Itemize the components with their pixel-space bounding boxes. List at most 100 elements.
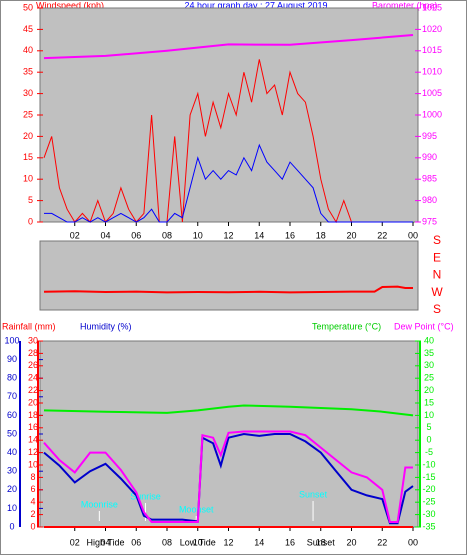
y-tick-label: 45 [23,24,33,34]
y2-tick-label: 20 [424,385,434,395]
x-tick-label: 14 [254,230,264,240]
y3-tick-label: 20 [28,397,38,407]
x-tick-label: 20 [346,537,356,547]
y-tick-label: 40 [7,447,17,457]
y2-tick-label: 10 [424,410,434,420]
x-tick-label: 16 [285,230,295,240]
y-tick-label: 30 [23,88,33,98]
y-tick-label: 10 [23,174,33,184]
y2-tick-label: 1025 [422,2,442,12]
y3-tick-label: 26 [28,360,38,370]
y2-tick-label: 995 [422,131,437,141]
legend-label: Dew Point (°C) [394,321,454,331]
x-tick-label: 08 [162,537,172,547]
x-tick-label: 12 [223,230,233,240]
x-tick-label: 06 [131,537,141,547]
annotation: Moonrise [81,499,118,509]
y2-tick-label: 975 [422,216,437,226]
y3-tick-label: 22 [28,385,38,395]
y2-tick-label: -15 [422,472,435,482]
y3-tick-label: 24 [28,373,38,383]
y3-tick-label: 14 [28,435,38,445]
y2-tick-label: 35 [424,348,434,358]
x-tick-label: 02 [70,230,80,240]
x-tick-label: 00 [408,230,418,240]
y2-tick-label: 990 [422,152,437,162]
x-tick-label: 04 [100,230,110,240]
y2-axis-label: Barometer (hpa) [372,0,438,10]
y3-tick-label: 0 [30,521,35,531]
x-tick-label: 22 [377,537,387,547]
y-tick-label: 30 [7,466,17,476]
y3-tick-label: 6 [30,484,35,494]
y-tick-label: 20 [23,131,33,141]
annotation: Sunset [299,489,328,499]
y-tick-label: 35 [23,67,33,77]
x-tick-label: 00 [408,537,418,547]
y-tick-label: E [433,250,441,264]
annotation: Moonset [179,504,214,514]
event-label: Low Tide [180,537,216,547]
x-tick-label: 02 [70,537,80,547]
x-tick-label: 16 [285,537,295,547]
legend-label: Rainfall (mm) [2,321,56,331]
y3-tick-label: 28 [28,348,38,358]
x-tick-label: 08 [162,230,172,240]
y-tick-label: 60 [7,410,17,420]
y-tick-label: 25 [23,109,33,119]
y-tick-label: N [433,268,442,282]
y2-tick-label: 25 [424,373,434,383]
y2-tick-label: 1000 [422,109,442,119]
annotation: Sunrise [130,491,161,501]
plot-area [39,240,419,311]
y-tick-label: 50 [7,428,17,438]
y3-tick-label: 4 [30,497,35,507]
series-line [43,285,413,294]
y-tick-label: S [433,302,441,316]
chart-title: 24 hour graph day : 27 August 2019 [184,0,327,10]
x-tick-label: 18 [316,537,326,547]
x-tick-label: 10 [193,537,203,547]
y-tick-label: 100 [4,335,19,345]
y3-tick-label: 16 [28,422,38,432]
y2-tick-label: 40 [424,335,434,345]
y-tick-label: S [433,233,441,247]
y2-tick-label: -20 [422,484,435,494]
y2-tick-label: 5 [426,422,431,432]
x-tick-label: 12 [223,537,233,547]
y-tick-label: 20 [7,484,17,494]
y-tick-label: W [431,285,443,299]
x-tick-label: 20 [346,230,356,240]
series-line [43,404,414,417]
y-tick-label: 40 [23,45,33,55]
y-tick-label: 80 [7,373,17,383]
y3-tick-label: 12 [28,447,38,457]
y2-tick-label: -35 [422,521,435,531]
legend-label: Humidity (%) [80,321,132,331]
y2-tick-label: 15 [424,397,434,407]
y-tick-label: 0 [28,216,33,226]
x-tick-label: 06 [131,230,141,240]
x-tick-label: 18 [316,230,326,240]
series-line [43,430,413,523]
x-tick-label: 14 [254,537,264,547]
series-line [44,143,413,223]
x-tick-label: 10 [193,230,203,240]
y2-tick-label: 0 [426,435,431,445]
y-tick-label: 90 [7,354,17,364]
y2-tick-label: 1020 [422,24,442,34]
series-line [43,34,414,60]
y2-tick-label: -25 [422,497,435,507]
y2-tick-label: -10 [422,459,435,469]
y-tick-label: 15 [23,152,33,162]
y2-tick-label: 1005 [422,88,442,98]
y-tick-label: 10 [7,503,17,513]
y-tick-label: 50 [23,2,33,12]
y3-tick-label: 10 [28,459,38,469]
y3-tick-label: 2 [30,509,35,519]
y-axis-label: Windspeed (kph) [36,0,104,10]
legend-label: Temperature (°C) [312,321,381,331]
y-tick-label: 0 [9,521,14,531]
